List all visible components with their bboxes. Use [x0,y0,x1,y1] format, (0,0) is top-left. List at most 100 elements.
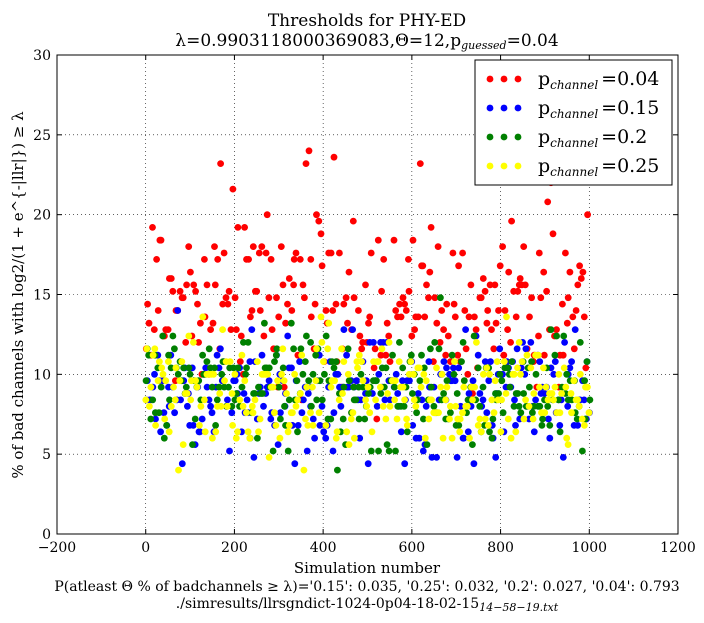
data-point [560,332,568,340]
data-point [253,358,261,365]
data-point [298,351,306,359]
data-point [382,351,390,359]
data-point [334,466,341,474]
data-point [489,415,497,423]
data-point [244,339,252,346]
data-point [299,281,307,289]
data-point [340,326,348,333]
data-point [340,358,348,365]
data-point [317,230,325,238]
data-point [472,326,480,333]
data-point [550,370,558,378]
data-point [301,294,308,302]
data-point [279,281,287,289]
legend-marker [500,133,508,141]
data-point [149,351,157,359]
data-point [177,396,185,404]
data-point [469,441,476,448]
data-point [485,377,493,385]
y-tick-label: 10 [33,367,51,383]
data-point [462,326,469,333]
data-point [237,332,245,340]
data-point [563,370,571,378]
data-point [318,402,326,410]
data-point [416,377,424,385]
data-point [161,415,169,423]
data-point [303,447,311,455]
data-point [225,383,232,391]
data-point [493,358,501,365]
data-point [154,307,162,314]
data-point [562,249,569,257]
data-point [439,434,447,442]
data-point [559,454,567,461]
data-point [481,358,489,365]
data-point [167,402,175,410]
data-point [476,402,484,410]
data-point [211,281,219,289]
legend-label-tail: =0.15 [601,97,659,119]
data-point [393,415,401,423]
data-point [530,428,538,436]
data-point [553,332,560,340]
data-point [327,415,335,423]
data-point [242,370,250,378]
data-point [385,447,393,455]
x-tick-label: 1200 [660,540,696,556]
data-point [203,358,211,365]
data-point [255,383,262,391]
data-point [165,358,172,365]
data-point [539,415,546,423]
data-point [453,454,461,461]
data-point [182,339,190,346]
data-point [318,339,326,346]
data-point [163,422,171,429]
x-tick-label: 400 [310,540,337,556]
data-point [165,351,173,359]
data-point [194,300,201,308]
data-point [269,383,277,391]
chart-subtitle-sub: guessed [461,39,506,52]
data-point [335,396,343,404]
data-point [315,217,323,225]
data-point [211,364,218,372]
data-point [584,383,591,391]
data-point [262,249,270,257]
data-point [187,268,194,276]
data-point [515,339,523,346]
data-point [520,243,528,251]
data-point [440,326,447,333]
data-point [433,364,440,372]
data-point [366,313,374,321]
data-point [353,377,361,385]
data-point [203,281,211,289]
data-point [331,377,338,385]
data-point [442,351,450,359]
data-point [345,268,353,276]
data-point [542,383,550,391]
data-point [154,377,162,385]
data-point [290,256,298,263]
data-point [171,396,179,404]
data-point [238,383,246,391]
data-point [176,377,184,385]
data-point [488,434,496,442]
data-point [569,313,577,321]
data-point [363,402,371,410]
data-point [248,402,256,410]
data-point [321,370,328,378]
data-point [409,422,417,429]
data-point [279,345,287,353]
data-point [196,422,203,429]
y-tick-label: 15 [33,288,51,304]
data-point [505,268,513,276]
data-point [455,364,463,372]
data-point [322,422,330,429]
data-point [249,243,257,251]
data-point [185,243,193,251]
data-point [340,300,348,308]
data-point [410,396,418,404]
data-point [309,415,317,423]
data-point [409,236,417,244]
data-point [371,345,379,353]
